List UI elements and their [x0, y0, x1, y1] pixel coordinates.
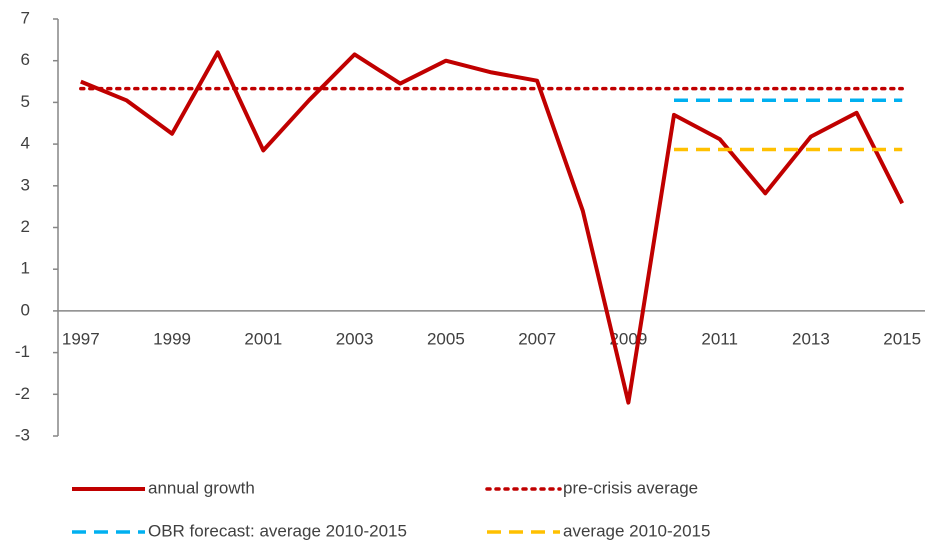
x-tick-label: 2015	[883, 329, 921, 348]
legend-label: average 2010-2015	[563, 521, 710, 540]
y-tick-label: 1	[21, 259, 30, 278]
y-tick-label: 3	[21, 175, 30, 194]
x-tick-label: 2011	[701, 329, 738, 348]
y-tick-label: 5	[21, 92, 30, 111]
x-tick-label: 2001	[244, 329, 282, 348]
y-tick-label: 4	[21, 134, 30, 153]
x-tick-label: 1997	[62, 329, 100, 348]
series-line	[80, 50, 904, 405]
x-tick-label: 2005	[427, 329, 465, 348]
y-tick-label: 0	[21, 300, 30, 319]
legend-label: annual growth	[148, 478, 255, 497]
x-tick-label: 2003	[336, 329, 374, 348]
y-tick-label: -3	[15, 425, 30, 444]
y-tick-label: -1	[15, 342, 30, 361]
x-tick-label: 1999	[153, 329, 191, 348]
y-tick-label: -2	[15, 384, 30, 403]
y-tick-label: 7	[21, 8, 30, 27]
x-tick-label: 2007	[518, 329, 556, 348]
x-tick-label: 2013	[792, 329, 830, 348]
y-tick-label: 2	[21, 217, 30, 236]
y-tick-label: 6	[21, 50, 30, 69]
legend-label: OBR forecast: average 2010-2015	[148, 521, 407, 540]
legend-label: pre-crisis average	[563, 478, 698, 497]
